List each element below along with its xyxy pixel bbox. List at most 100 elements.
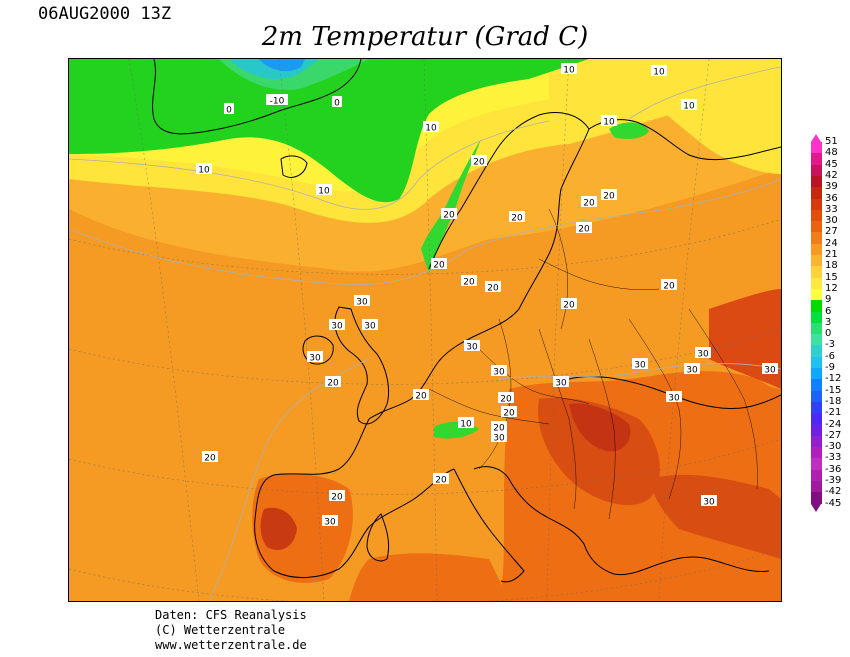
contour-label: 20 [509, 211, 525, 224]
contour-label: 30 [322, 515, 338, 528]
colorbar-tick-label: 36 [825, 192, 838, 204]
contour-label: 30 [354, 295, 370, 308]
colorbar-swatch [811, 356, 822, 369]
colorbar-tick-label: -12 [825, 373, 842, 385]
colorbar-tick-label: -21 [825, 407, 842, 419]
colorbar-tick-label: -15 [825, 384, 842, 396]
contour-label: 30 [307, 351, 323, 364]
contour-label: 10 [196, 163, 212, 176]
colorbar-bottom-arrow [811, 503, 821, 512]
colorbar-tick-label: 39 [825, 181, 838, 193]
colorbar-tick-label: -45 [825, 497, 842, 509]
chart-title: 2m Temperatur (Grad C) [261, 22, 589, 52]
colorbar-swatch [811, 221, 822, 233]
colorbar-tick-label: 21 [825, 249, 838, 260]
colorbar-swatch [811, 187, 822, 199]
contour-label: 10 [458, 417, 474, 430]
colorbar-tick-label: 12 [825, 282, 838, 294]
colorbar-swatch [811, 435, 822, 448]
svg-text:30: 30 [634, 361, 646, 371]
colorbar-tick-label: -9 [825, 362, 835, 373]
colorbar-swatch [811, 379, 822, 391]
credit-data-source: Daten: CFS Reanalysis [155, 608, 307, 622]
colorbar-tick-label: -6 [825, 350, 835, 362]
colorbar-tick-label: 9 [825, 294, 832, 306]
svg-text:10: 10 [198, 166, 210, 176]
credit-copyright: (C) Wetterzentrale [155, 623, 286, 637]
contour-label: 30 [464, 340, 480, 353]
field-33-east [649, 474, 781, 559]
svg-text:30: 30 [309, 354, 321, 364]
colorbar-tick-label: 3 [825, 316, 832, 328]
colorbar-swatch [811, 175, 822, 188]
contour-label: 20 [329, 490, 345, 503]
colorbar-swatch [811, 368, 822, 380]
colorbar-swatch [811, 481, 822, 493]
colorbar-tick-label: -24 [825, 418, 842, 430]
svg-text:30: 30 [703, 498, 715, 508]
svg-text:20: 20 [503, 409, 515, 419]
svg-text:10: 10 [603, 118, 615, 128]
contour-label: 30 [491, 365, 507, 378]
svg-text:20: 20 [583, 199, 595, 209]
contour-label: 30 [666, 391, 682, 404]
colorbar-tick-label: 15 [825, 271, 838, 283]
svg-text:20: 20 [663, 282, 675, 292]
colorbar-legend: 51 48 45 42 39 36 33 30 27 24 21 18 15 12 9 6 3 0 -3 -6 -9 -1… [806, 134, 850, 526]
svg-text:10: 10 [460, 420, 472, 430]
svg-text:30: 30 [697, 350, 709, 360]
svg-text:20: 20 [511, 214, 523, 224]
contour-label: 10 [681, 99, 697, 112]
svg-text:30: 30 [356, 298, 368, 308]
contour-label: 20 [325, 376, 341, 389]
colorbar-swatch [811, 198, 822, 211]
contour-label: 20 [501, 406, 517, 419]
svg-text:0: 0 [226, 106, 232, 116]
contour-label: 30 [329, 319, 345, 332]
field-30-iberia [252, 473, 353, 583]
colorbar-tick-label: 0 [825, 328, 832, 340]
contour-label: 20 [431, 258, 447, 271]
colorbar-tick-label: -39 [825, 475, 842, 486]
svg-text:20: 20 [563, 301, 575, 311]
contour-label: 30 [762, 363, 778, 376]
contour-label: 10 [561, 63, 577, 76]
colorbar-tick-label: -3 [825, 339, 835, 351]
colorbar-swatch [811, 142, 822, 154]
contour-label: 20 [561, 298, 577, 311]
colorbar-tick-label: -42 [825, 486, 842, 498]
contour-label: 30 [632, 358, 648, 371]
contour-label: 10 [651, 65, 667, 78]
colorbar-swatch [811, 288, 822, 301]
contour-label: 20 [661, 279, 677, 292]
svg-text:20: 20 [463, 278, 475, 288]
contour-label: 30 [362, 319, 378, 332]
contour-label: 20 [576, 222, 592, 235]
colorbar-swatch [811, 266, 822, 278]
svg-text:20: 20 [415, 392, 427, 402]
svg-text:10: 10 [318, 187, 330, 197]
contour-label: 20 [471, 155, 487, 168]
colorbar-tick-label: 6 [825, 305, 832, 317]
svg-text:30: 30 [364, 322, 376, 332]
colorbar-tick-label: 48 [825, 147, 838, 159]
svg-text:20: 20 [331, 493, 343, 503]
colorbar-tick-label: 18 [825, 260, 838, 272]
field-m6 [259, 59, 305, 72]
colorbar-tick-label: 33 [825, 203, 838, 215]
colorbar-swatch [811, 401, 822, 414]
field-36-spain [260, 507, 297, 550]
valid-time-stamp: 06AUG2000 13Z [38, 4, 172, 24]
colorbar-tick-label: 27 [825, 226, 838, 238]
colorbar-tick-label: -30 [825, 441, 842, 453]
colorbar-swatch [811, 390, 822, 403]
colorbar-tick-label: 51 [825, 136, 838, 147]
svg-text:30: 30 [324, 518, 336, 528]
colorbar-swatch [811, 492, 822, 504]
colorbar-tick-label: -27 [825, 429, 842, 441]
contour-label: 20 [581, 196, 597, 209]
colorbar-tick-label: 30 [825, 215, 838, 227]
colorbar-swatch [811, 424, 822, 437]
colorbar-tick-label: 42 [825, 169, 838, 181]
svg-text:20: 20 [487, 284, 499, 294]
